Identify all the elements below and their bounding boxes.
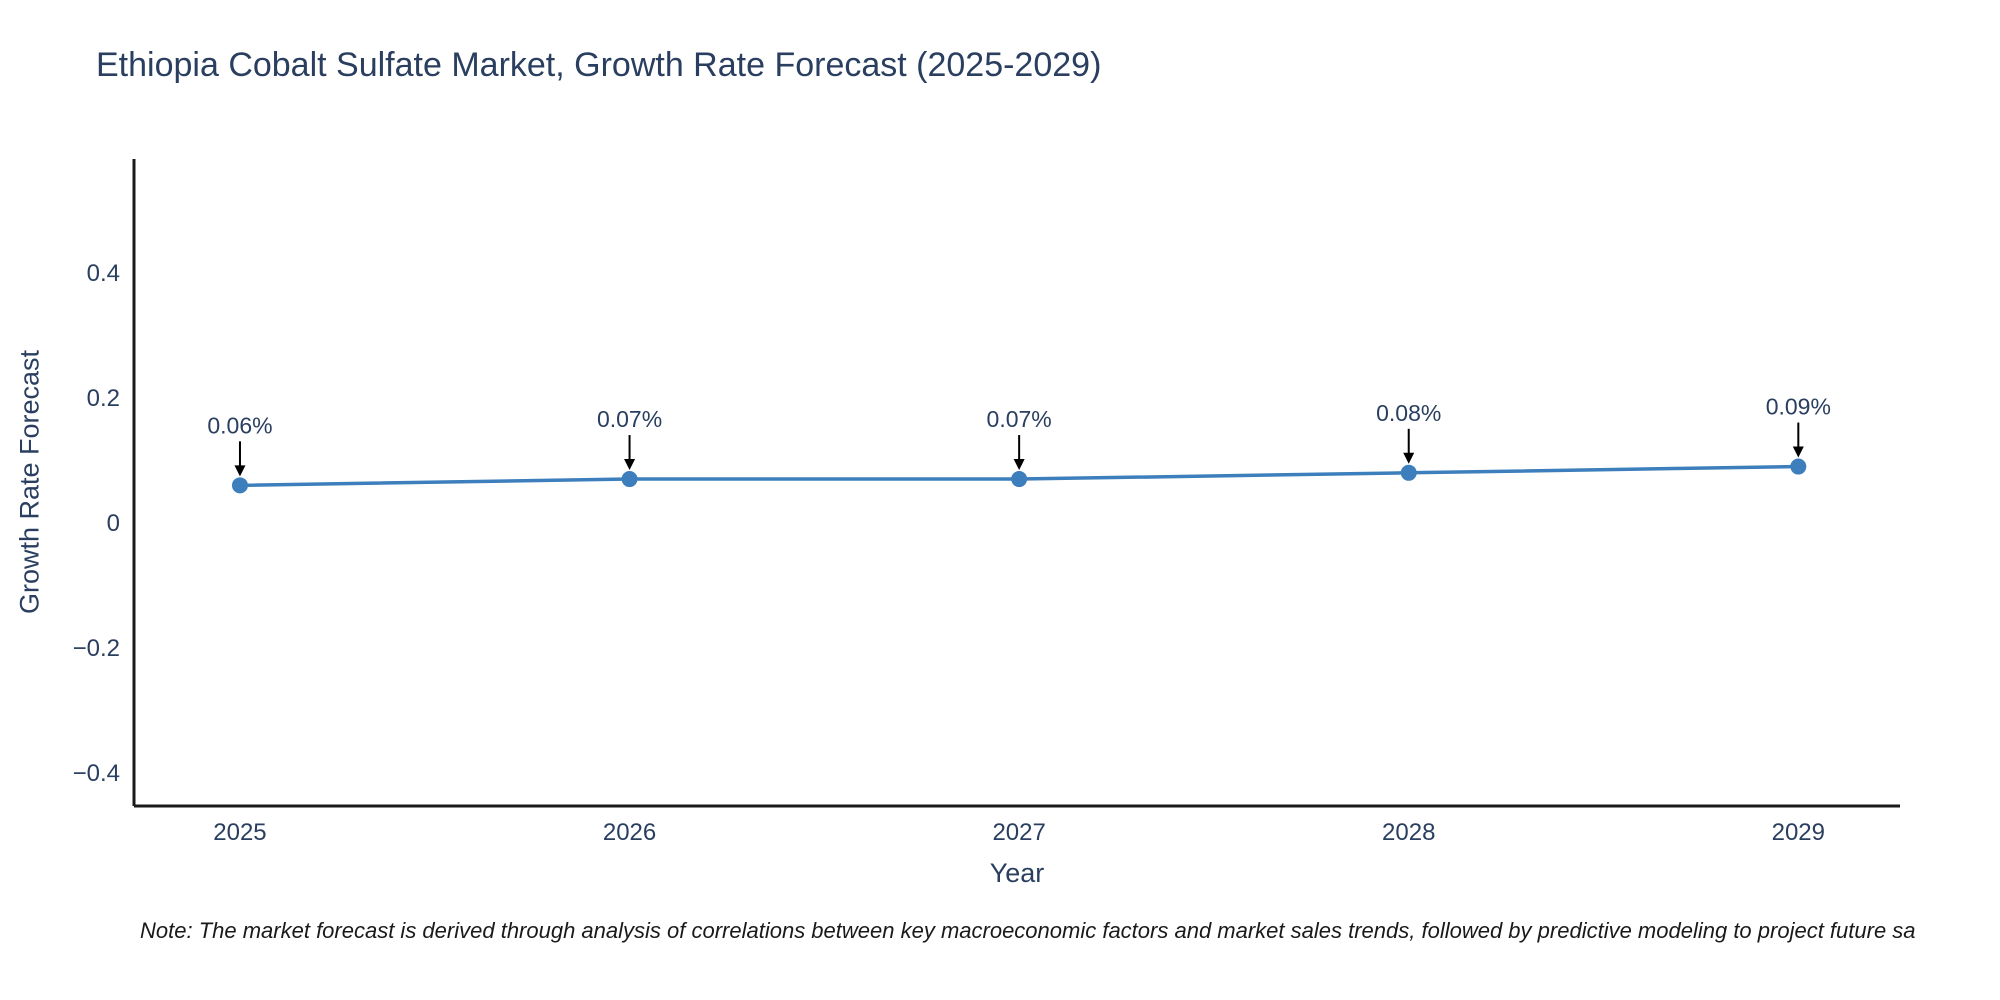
y-tick-label: 0.4	[87, 260, 120, 287]
annotation-arrowhead	[624, 459, 636, 471]
data-point-marker[interactable]	[1790, 458, 1807, 475]
point-label: 0.06%	[207, 412, 272, 438]
y-tick-label: 0	[107, 510, 120, 537]
footnote: Note: The market forecast is derived thr…	[140, 918, 1916, 943]
x-tick-label: 2028	[1382, 819, 1435, 846]
annotation-arrowhead	[1792, 446, 1804, 458]
point-label: 0.09%	[1766, 394, 1831, 420]
annotation-arrowhead	[1013, 459, 1025, 471]
y-tick-label: 0.2	[87, 385, 120, 412]
x-axis-title: Year	[989, 858, 1045, 888]
x-tick-label: 2029	[1772, 819, 1825, 846]
annotation-arrowhead	[234, 465, 246, 477]
y-tick-label: −0.4	[73, 760, 120, 787]
data-point-marker[interactable]	[231, 477, 248, 494]
chart-title: Ethiopia Cobalt Sulfate Market, Growth R…	[96, 46, 1102, 84]
point-label: 0.08%	[1376, 400, 1441, 426]
data-point-marker[interactable]	[1011, 471, 1028, 488]
point-label: 0.07%	[597, 406, 662, 432]
data-point-marker[interactable]	[1400, 464, 1417, 481]
x-tick-label: 2026	[603, 819, 656, 846]
annotation-arrowhead	[1403, 452, 1415, 464]
x-tick-label: 2027	[992, 819, 1045, 846]
y-tick-label: −0.2	[73, 635, 120, 662]
point-label: 0.07%	[987, 406, 1052, 432]
data-point-marker[interactable]	[621, 471, 638, 488]
x-tick-label: 2025	[213, 819, 266, 846]
